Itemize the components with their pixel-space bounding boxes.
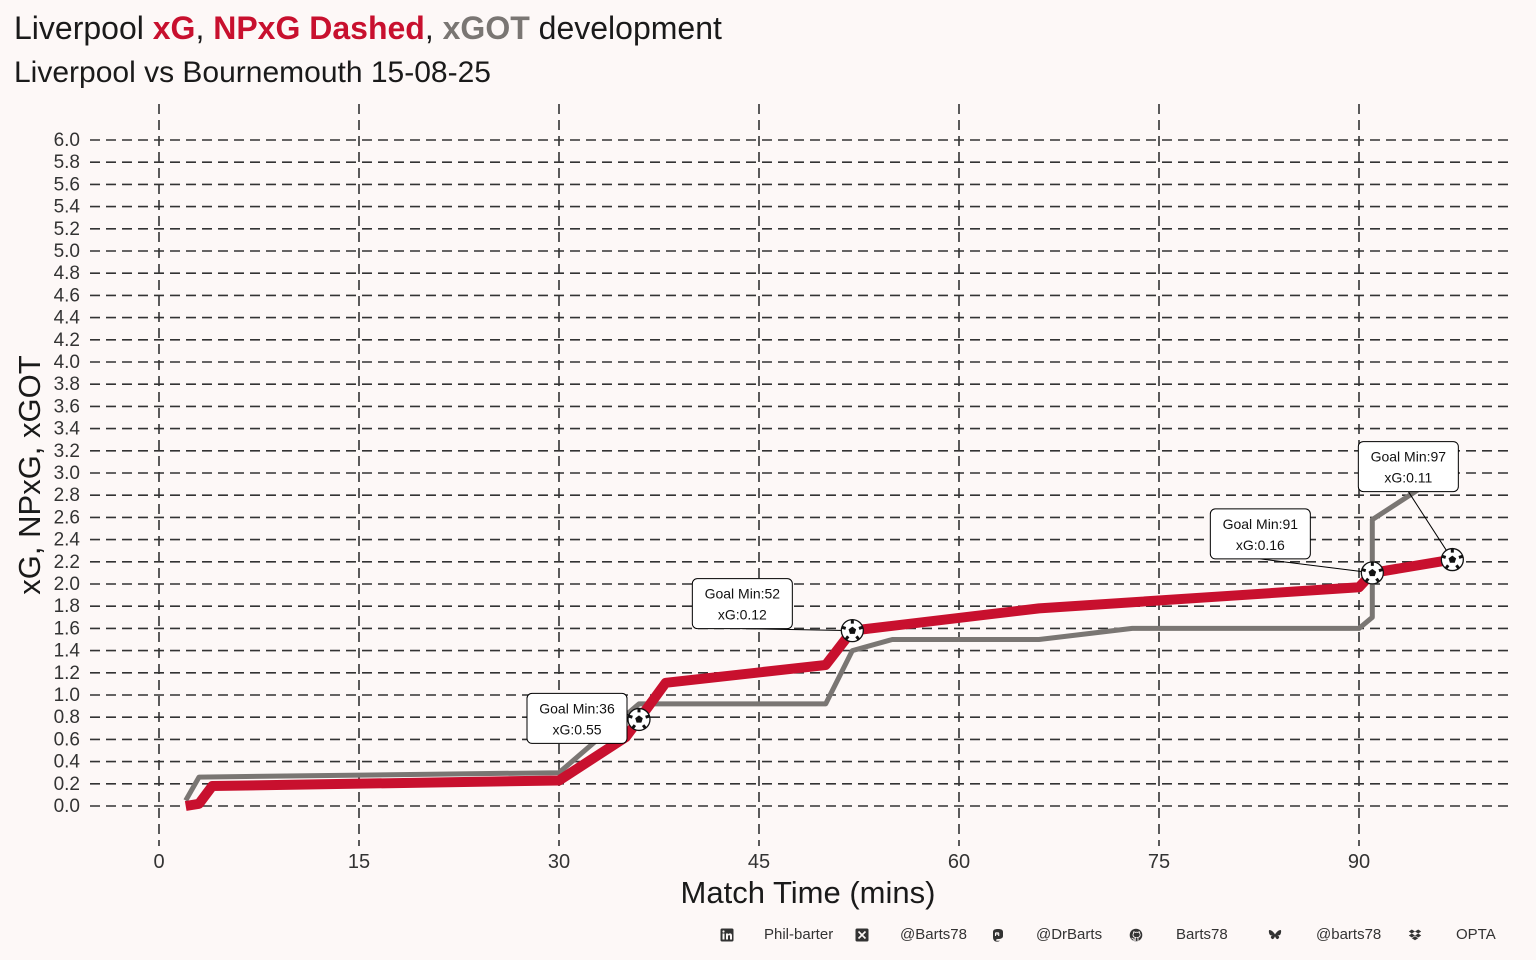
y-tick-label: 1.6: [54, 618, 80, 639]
mastodon-handle[interactable]: @DrBarts: [1036, 926, 1103, 943]
goal-annotation: Goal Min:97 xG:0.11: [1357, 441, 1464, 572]
goal-label-minute: Goal Min:36: [539, 700, 615, 716]
y-tick-label: 0.4: [54, 752, 81, 773]
goal-annotation: Goal Min:52 xG:0.12: [691, 578, 864, 643]
goal-pointer: [1407, 491, 1453, 560]
bluesky-icon[interactable]: [1268, 928, 1282, 942]
football-icon: [1360, 561, 1384, 585]
y-tick-label: 4.2: [54, 330, 80, 351]
goal-label-minute: Goal Min:52: [705, 586, 781, 602]
title-xg: xG: [152, 10, 196, 46]
goal-pointer: [1260, 558, 1373, 574]
y-tick-label: 4.0: [54, 352, 80, 373]
goal-label-minute: Goal Min:91: [1223, 516, 1299, 532]
footer: Phil-barter @Barts78 @DrBarts Barts78 @b…: [0, 926, 1536, 948]
goal-label-xg: xG:0.11: [1384, 470, 1432, 486]
title-npxg: NPxG Dashed: [213, 10, 425, 46]
y-tick-label: 6.0: [54, 130, 80, 151]
y-tick-label: 2.8: [54, 485, 80, 506]
goal-label-xg: xG:0.16: [1236, 537, 1285, 553]
y-tick-label: 5.8: [54, 152, 80, 173]
axis-layer: 0.00.20.40.60.81.01.21.41.61.82.02.22.42…: [54, 130, 1371, 873]
football-icon: [1440, 547, 1464, 572]
goal-label-minute: Goal Min:97: [1371, 449, 1447, 465]
x-tick-label: 15: [348, 851, 370, 873]
goal-label-xg: xG:0.55: [552, 721, 601, 737]
goal-label-xg: xG:0.12: [718, 607, 767, 623]
y-tick-label: 5.0: [54, 241, 80, 262]
y-tick-label: 3.6: [54, 396, 80, 417]
football-icon: [627, 707, 651, 732]
title-xgot: xGOT: [442, 10, 530, 46]
goal-label-box: [1357, 441, 1459, 493]
y-tick-label: 5.2: [54, 219, 80, 240]
goal-annotation: Goal Min:36 xG:0.55: [526, 692, 651, 744]
title-team: Liverpool: [14, 10, 144, 46]
x-axis-label: Match Time (mins): [681, 875, 936, 910]
y-tick-label: 3.8: [54, 374, 80, 395]
y-tick-label: 2.2: [54, 552, 80, 573]
y-tick-label: 1.8: [54, 596, 80, 617]
xgot-series-line: [183, 465, 1454, 802]
xg-series-line: [184, 554, 1454, 811]
y-tick-label: 0.2: [54, 774, 80, 795]
x-tick-label: 90: [1348, 851, 1370, 873]
series-layer: [183, 465, 1454, 811]
y-tick-label: 0.0: [54, 796, 80, 817]
title-comma-1: ,: [195, 10, 205, 46]
chart-subtitle: Liverpool vs Bournemouth 15-08-25: [14, 56, 491, 89]
bluesky-handle[interactable]: @barts78: [1316, 926, 1382, 943]
dropbox-icon: [1408, 928, 1422, 942]
y-tick-label: 0.6: [54, 729, 80, 750]
y-tick-label: 3.4: [54, 419, 81, 440]
football-icon: [840, 618, 864, 643]
y-tick-label: 5.4: [54, 197, 81, 218]
y-tick-label: 0.8: [54, 707, 80, 728]
data-source: OPTA: [1456, 926, 1496, 943]
y-tick-label: 2.4: [54, 530, 81, 551]
github-handle[interactable]: Barts78: [1176, 926, 1228, 943]
y-tick-label: 4.6: [54, 285, 80, 306]
y-tick-label: 1.0: [54, 685, 80, 706]
linkedin-handle[interactable]: Phil-barter: [764, 926, 834, 943]
y-tick-label: 4.4: [54, 308, 81, 329]
title-suffix: development: [538, 10, 722, 46]
x-tick-label: 0: [153, 851, 164, 873]
goal-label-box: [1209, 508, 1311, 560]
y-tick-label: 2.6: [54, 507, 80, 528]
y-tick-label: 2.0: [54, 574, 80, 595]
goal-label-box: [526, 692, 628, 744]
x-tick-label: 30: [548, 851, 570, 873]
chart-title: Liverpool xG, NPxG Dashed, xGOT developm…: [14, 10, 722, 47]
y-tick-label: 1.4: [54, 641, 81, 662]
github-icon[interactable]: [1129, 928, 1143, 942]
x-handle[interactable]: @Barts78: [900, 926, 967, 943]
grid-layer: [90, 104, 1512, 846]
x-tick-label: 45: [748, 851, 770, 873]
goal-label-box: [691, 578, 793, 630]
y-tick-label: 3.2: [54, 441, 80, 462]
mastodon-icon[interactable]: [991, 928, 1005, 942]
y-tick-label: 4.8: [54, 263, 80, 284]
goal-annotation: Goal Min:91 xG:0.16: [1209, 508, 1384, 585]
x-tick-label: 75: [1148, 851, 1170, 873]
xg-development-chart: 0.00.20.40.60.81.01.21.41.61.82.02.22.42…: [12, 104, 1512, 910]
y-tick-label: 3.0: [54, 463, 80, 484]
linkedin-icon[interactable]: [720, 928, 734, 942]
x-tick-label: 60: [948, 851, 970, 873]
y-axis-label: xG, NPxG, xGOT: [12, 355, 47, 594]
title-comma-2: ,: [424, 10, 434, 46]
x-twitter-icon[interactable]: [855, 928, 869, 942]
y-tick-label: 1.2: [54, 663, 80, 684]
y-tick-label: 5.6: [54, 174, 80, 195]
